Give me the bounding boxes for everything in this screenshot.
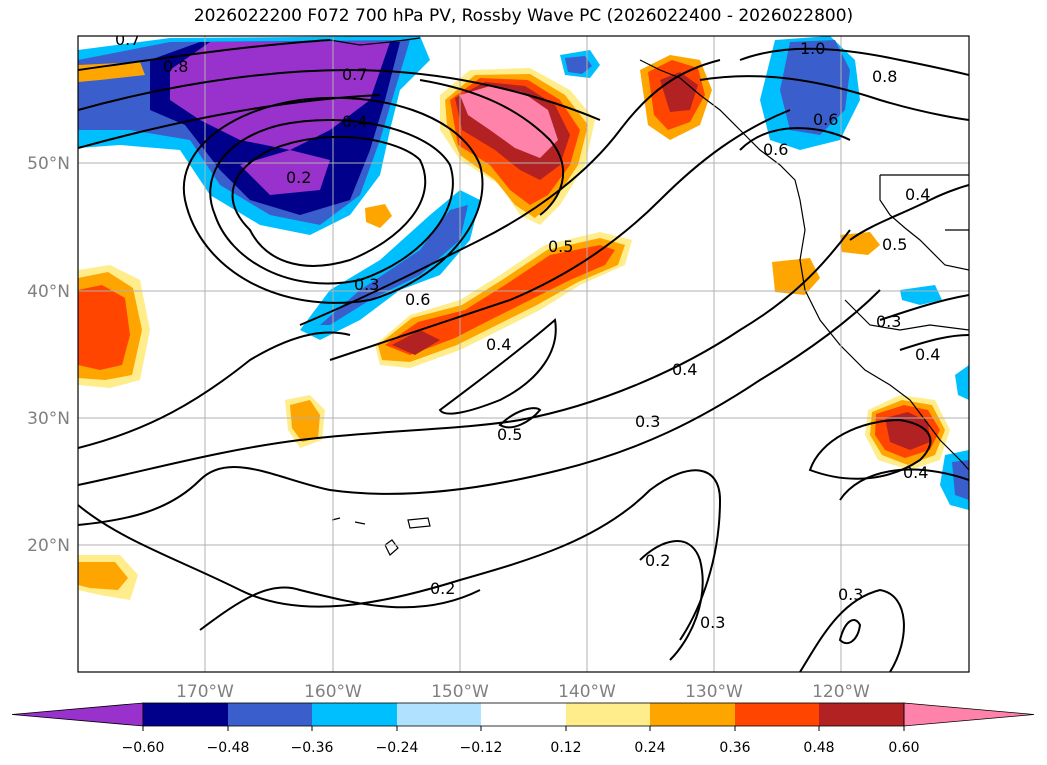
colorbar-segment [819, 703, 904, 726]
contour-label: 0.8 [163, 57, 188, 76]
longitude-label: 160°W [304, 682, 362, 702]
contour-label: 0.3 [838, 585, 863, 604]
colorbar-segment [312, 703, 397, 726]
coastlines [329, 37, 969, 556]
colorbar-tick-label: −0.12 [460, 740, 503, 756]
latitude-label: 40°N [27, 282, 70, 302]
contour-labels: 0.7 0.8 0.7 0.4 0.2 0.3 0.6 0.5 0.4 0.5 … [115, 30, 940, 632]
contour-label: 0.3 [700, 613, 725, 632]
longitude-label: 120°W [812, 682, 870, 702]
colorbar-tick-label: 0.60 [888, 740, 919, 756]
colorbar: −0.60 −0.48 −0.36 −0.24 −0.12 0.12 0.24 … [11, 702, 1035, 756]
longitude-axis: 170°W 160°W 150°W 140°W 130°W 120°W [176, 682, 870, 702]
contour-label: 0.2 [430, 579, 455, 598]
map-frame [77, 35, 970, 673]
colorbar-segment [397, 703, 481, 726]
contour-label: 0.5 [497, 425, 522, 444]
longitude-label: 170°W [176, 682, 234, 702]
contour-lines [78, 39, 969, 672]
colorbar-segment [228, 703, 312, 726]
pv-fill-regions [78, 36, 969, 600]
colorbar-segment [566, 703, 650, 726]
latitude-label: 50°N [27, 154, 70, 174]
contour-label: 0.4 [905, 185, 930, 204]
contour-label: 0.2 [645, 551, 670, 570]
longitude-label: 130°W [685, 682, 743, 702]
colorbar-extend-low [11, 702, 144, 727]
latitude-label: 20°N [27, 536, 70, 556]
contour-label: 0.6 [763, 140, 788, 159]
graticule [78, 36, 969, 672]
contour-label: 0.7 [115, 30, 140, 49]
contour-label: 0.4 [903, 463, 928, 482]
colorbar-tick-label: −0.48 [207, 740, 250, 756]
contour-label: 0.4 [486, 335, 511, 354]
contour-label: 0.5 [548, 237, 573, 256]
latitude-axis: 50°N 40°N 30°N 20°N [27, 154, 70, 556]
colorbar-tick-label: −0.24 [376, 740, 419, 756]
colorbar-segment [143, 703, 228, 726]
map-plot-area: 0.7 0.8 0.7 0.4 0.2 0.3 0.6 0.5 0.4 0.5 … [78, 30, 969, 672]
colorbar-tick-label: 0.12 [550, 740, 581, 756]
colorbar-tick-label: −0.60 [122, 740, 165, 756]
longitude-label: 140°W [558, 682, 616, 702]
contour-label: 0.6 [813, 110, 838, 129]
colorbar-segment [650, 703, 735, 726]
contour-label: 0.7 [342, 65, 367, 84]
contour-label: 0.8 [872, 67, 897, 86]
contour-label: 0.4 [672, 360, 697, 379]
colorbar-tick-label: 0.48 [803, 740, 834, 756]
colorbar-segment [481, 703, 566, 726]
colorbar-tick-label: −0.36 [291, 740, 334, 756]
map-title: 2026022200 F072 700 hPa PV, Rossby Wave … [193, 6, 854, 26]
colorbar-extend-high [903, 702, 1035, 727]
colorbar-segment [735, 703, 819, 726]
contour-label: 0.4 [342, 112, 367, 131]
latitude-label: 30°N [27, 409, 70, 429]
contour-label: 0.2 [286, 168, 311, 187]
contour-label: 0.6 [405, 290, 430, 309]
longitude-label: 150°W [431, 682, 489, 702]
contour-label: 0.5 [882, 235, 907, 254]
contour-label: 0.4 [915, 345, 940, 364]
contour-label: 0.3 [354, 275, 379, 294]
colorbar-tick-label: 0.24 [634, 740, 665, 756]
colorbar-frame [142, 702, 905, 727]
colorbar-tick-label: 0.36 [719, 740, 750, 756]
contour-label: 0.3 [635, 412, 660, 431]
contour-label: 1.0 [800, 39, 825, 58]
contour-label: 0.3 [876, 312, 901, 331]
